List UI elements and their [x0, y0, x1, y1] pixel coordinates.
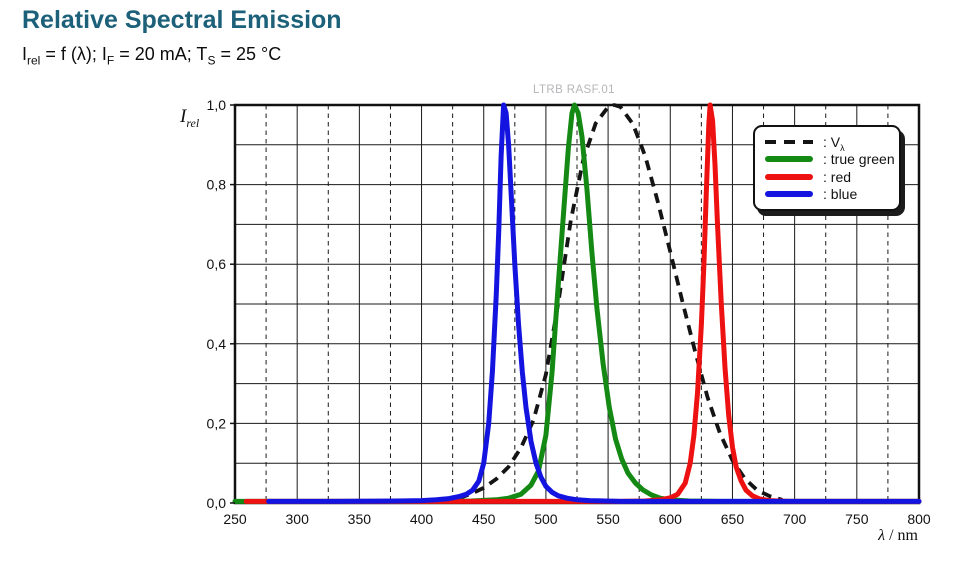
x-tick-label: 700: [783, 511, 807, 527]
red-line-sample: [765, 173, 813, 180]
legend-label-vlambda-text: : V: [823, 133, 841, 150]
series-blue: [266, 102, 922, 504]
series-v-lambda: [458, 103, 783, 502]
legend-label-red: : red: [823, 168, 852, 185]
x-tick-label: 450: [472, 511, 496, 527]
series-true-green: [232, 102, 922, 504]
y-axis-subscript: rel: [186, 115, 200, 130]
legend: : Vλ : true green : red : blue: [753, 125, 901, 211]
legend-item-blue: : blue: [765, 186, 889, 203]
formula-i: I: [22, 44, 28, 64]
y-tick-label: 0,2: [207, 415, 227, 431]
formula-sub-f: F: [106, 53, 115, 68]
y-tick-label: 0,6: [207, 256, 227, 272]
x-tick-label: 350: [348, 511, 372, 527]
x-axis-title: λ / nm: [840, 527, 918, 545]
legend-item-true-green: : true green: [765, 151, 895, 168]
formula-sub-s: S: [207, 53, 216, 68]
chart-conditions: Irel = f (λ); IF = 20 mA; TS = 25 °C: [22, 44, 282, 68]
x-tick-label: 750: [845, 511, 869, 527]
x-tick-label: 650: [721, 511, 745, 527]
y-tick-label: 0,8: [207, 177, 227, 193]
x-axis-unit: nm: [897, 527, 918, 544]
x-axis-symbol: λ: [878, 527, 886, 544]
legend-label-true-green: : true green: [823, 151, 895, 168]
formula-end: = 25 °C: [215, 44, 282, 64]
legend-label-blue: : blue: [823, 186, 858, 203]
watermark: LTRB RASF.01: [533, 84, 615, 96]
formula-mid1: = f (λ); I: [40, 44, 107, 64]
legend-label-vlambda-sub: λ: [840, 142, 845, 153]
x-tick-label: 500: [534, 511, 558, 527]
legend-item-red: : red: [765, 168, 889, 185]
y-tick-label: 0,0: [207, 495, 227, 511]
y-axis-symbol: I: [180, 106, 187, 127]
y-tick-label: 1,0: [207, 97, 227, 113]
y-tick-label: 0,4: [207, 336, 227, 352]
formula-sub-rel: rel: [27, 53, 41, 68]
legend-item-vlambda: : Vλ: [765, 133, 889, 153]
blue-line-sample: [765, 191, 813, 198]
y-axis-title: Irel: [180, 106, 200, 130]
x-tick-label: 550: [596, 511, 620, 527]
formula-mid2: = 20 mA; T: [114, 44, 208, 64]
x-tick-label: 600: [659, 511, 683, 527]
true-green-line-sample: [765, 156, 813, 163]
legend-label-vlambda: : Vλ: [823, 133, 845, 153]
x-tick-label: 250: [223, 511, 247, 527]
x-tick-label: 400: [410, 511, 434, 527]
vlambda-line-sample: [765, 139, 813, 144]
chart-title: Relative Spectral Emission: [22, 6, 342, 34]
x-tick-label: 300: [286, 511, 310, 527]
x-axis-separator: /: [885, 527, 898, 544]
x-tick-label: 800: [907, 511, 931, 527]
